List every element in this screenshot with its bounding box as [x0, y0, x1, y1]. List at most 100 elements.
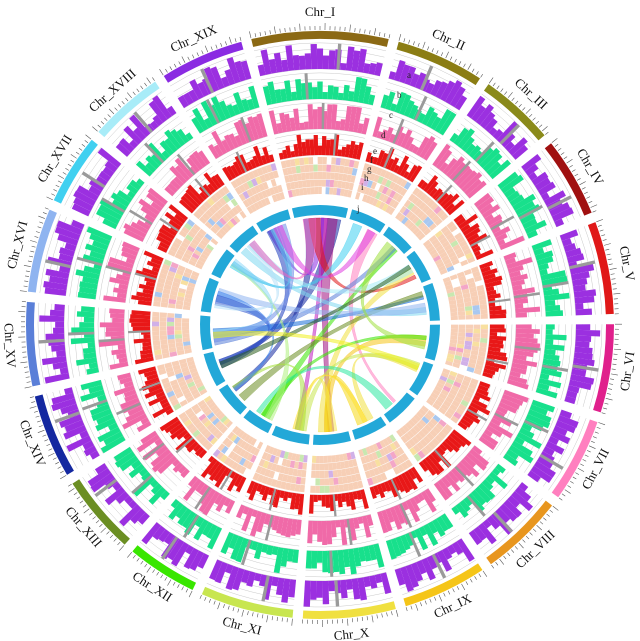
heatmap-cell [422, 216, 432, 225]
histogram-bar-b [481, 479, 494, 491]
track-marker [499, 123, 521, 145]
heatmap-cell [370, 460, 378, 469]
histogram-bar-c [511, 279, 525, 287]
histogram-bar-c [483, 429, 493, 438]
histogram-bar-d [185, 188, 202, 206]
histogram-bar-a [528, 171, 538, 181]
heatmap-cell [177, 291, 186, 298]
heatmap-cell [446, 288, 455, 294]
track-gridline [479, 265, 491, 319]
heatmap-cell [453, 396, 463, 404]
histogram-bar-b [286, 548, 294, 562]
heatmap-cell [195, 263, 203, 270]
heatmap-cell [325, 187, 330, 195]
histogram-bar-d [293, 143, 300, 157]
histogram-bar-a [550, 430, 571, 445]
track-gridline [129, 116, 179, 160]
histogram-bar-a [436, 550, 453, 572]
heatmap-cell [308, 164, 314, 172]
histogram-bar-b [455, 502, 469, 518]
heatmap-cell [413, 207, 422, 216]
scale-tick [522, 539, 526, 543]
histogram-bar-a [102, 166, 115, 178]
heatmap-cell [258, 183, 265, 192]
histogram-bar-d [447, 199, 465, 216]
histogram-bar-b [459, 499, 471, 513]
track-marker [81, 171, 106, 189]
track-marker [392, 118, 405, 144]
heatmap-cell [480, 324, 488, 330]
heatmap-cell [285, 182, 292, 191]
heatmap-cell [365, 171, 372, 180]
heatmap-cell [204, 442, 213, 451]
histogram-bar-a [119, 504, 142, 527]
heatmap-cell [326, 172, 331, 180]
heatmap-cell [449, 342, 457, 348]
scale-tick [25, 275, 30, 277]
track-gridline [175, 498, 223, 529]
heatmap-cell [257, 200, 264, 209]
heatmap-cell [167, 249, 177, 257]
heatmap-cell [434, 399, 443, 407]
heatmap-cell [197, 399, 206, 407]
histogram-bar-d [341, 493, 347, 503]
scale-tick [356, 617, 359, 622]
heatmap-cell [419, 213, 428, 222]
heatmap-cell [326, 164, 332, 172]
track-gridline [127, 309, 133, 366]
heatmap-cell [441, 240, 450, 248]
histogram-bar-c [118, 357, 128, 364]
scale-tick [29, 406, 37, 409]
histogram-bar-a [566, 253, 585, 264]
histogram-bar-b [500, 174, 524, 194]
histogram-bar-b [426, 111, 439, 128]
heatmap-cell [304, 164, 310, 173]
heatmap-cell [449, 255, 458, 262]
histogram-bar-a [549, 202, 571, 217]
histogram-bar-b [150, 153, 164, 166]
histogram-bar-c [515, 312, 528, 318]
histogram-bar-d [170, 426, 186, 440]
track-gridline [52, 391, 84, 466]
histogram-bar-b [271, 546, 279, 556]
histogram-bar-c [157, 455, 177, 474]
histogram-bar-d [466, 233, 480, 243]
heatmap-cell [303, 455, 308, 463]
histogram-bar-b [203, 117, 213, 129]
heatmap-cell [173, 403, 182, 411]
heatmap-cell [443, 399, 452, 408]
histogram-bar-d [234, 474, 243, 488]
inner-chromosome-segment [291, 204, 349, 219]
histogram-bar-c [492, 413, 512, 427]
scale-tick [146, 566, 152, 573]
histogram-bar-d [168, 219, 182, 230]
heatmap-cell [171, 360, 180, 367]
histogram-bar-b [200, 100, 218, 126]
heatmap-cell [182, 326, 190, 331]
histogram-bar-d [437, 192, 449, 205]
histogram-bar-c [512, 358, 538, 368]
heatmap-cell [270, 478, 278, 488]
scale-tick [172, 581, 176, 586]
heatmap-cell [163, 259, 172, 267]
histogram-bar-d [352, 144, 359, 159]
track-gridline [275, 132, 365, 139]
histogram-bar-d [238, 154, 250, 172]
heatmap-cell [266, 461, 274, 470]
heatmap-cell [182, 329, 190, 335]
histogram-bar-a [345, 579, 353, 590]
heatmap-cell [214, 420, 223, 429]
histogram-bar-b [503, 453, 519, 467]
histogram-bar-a [66, 435, 92, 452]
scale-tick [471, 68, 475, 73]
heatmap-cell [252, 472, 260, 481]
heatmap-cell [465, 273, 474, 280]
heatmap-cell [403, 181, 412, 190]
histogram-bar-d [246, 161, 254, 171]
scale-tick [279, 28, 281, 33]
scale-tick [491, 564, 495, 569]
track-marker [219, 469, 233, 490]
scale-tick [511, 97, 515, 102]
scale-tick [35, 415, 40, 418]
scale-tick [232, 607, 235, 612]
